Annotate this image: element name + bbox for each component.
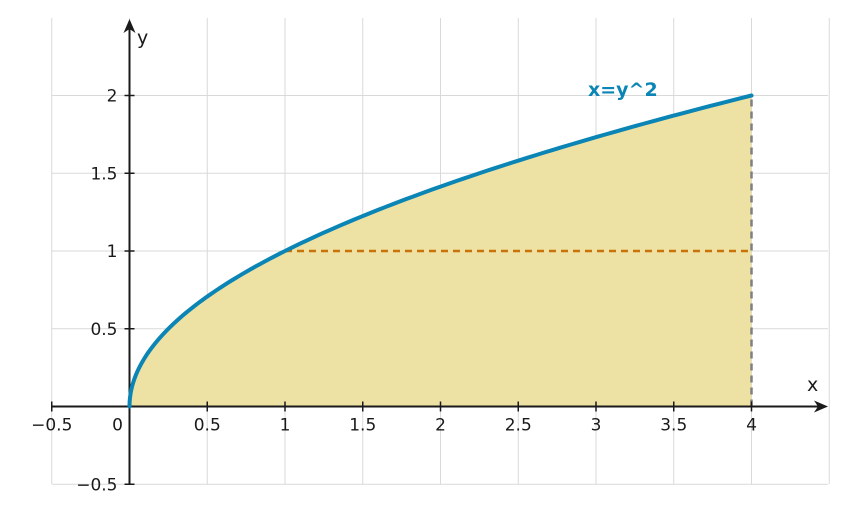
x-axis-arrow-icon (814, 400, 828, 413)
x-axis-label: x (807, 374, 818, 396)
shaded-region (129, 95, 752, 407)
y-tick-label: 1.5 (90, 164, 117, 184)
x-tick-label: 3.5 (660, 416, 687, 436)
x-tick-label: 2.5 (505, 416, 532, 436)
tick-labels: −0.5 0 0.5 1 1.5 2 2.5 3 3.5 4 −0.5 0.5 1 1.5 2 (31, 87, 757, 496)
x-tick-label: 1.5 (349, 416, 376, 436)
x-tick-label: 0.5 (194, 416, 221, 436)
curve-label: x=y^2 (588, 79, 658, 101)
y-tick-label: 0.5 (90, 320, 117, 340)
x-tick-label: −0.5 (31, 416, 72, 436)
y-tick-label: 2 (107, 87, 118, 107)
y-axis-arrow-icon (123, 19, 136, 33)
tick-marks (51, 94, 753, 485)
y-tick-label: −0.5 (76, 475, 117, 495)
x-tick-label: 3 (591, 416, 602, 436)
x-tick-label: 0 (112, 416, 123, 436)
y-tick-label: 1 (107, 242, 118, 262)
x-tick-label: 2 (435, 416, 446, 436)
x-tick-label: 1 (280, 416, 291, 436)
x-tick-label: 4 (746, 416, 757, 436)
curve-x-equals-y-squared (127, 93, 754, 409)
y-axis-label: y (137, 27, 148, 49)
